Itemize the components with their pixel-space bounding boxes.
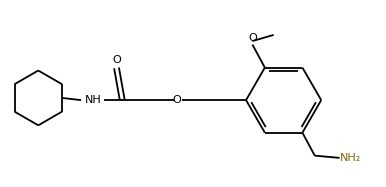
- Text: O: O: [172, 95, 181, 105]
- Text: NH₂: NH₂: [340, 153, 361, 163]
- Text: NH: NH: [85, 95, 102, 105]
- Text: O: O: [112, 55, 121, 65]
- Text: O: O: [248, 33, 257, 42]
